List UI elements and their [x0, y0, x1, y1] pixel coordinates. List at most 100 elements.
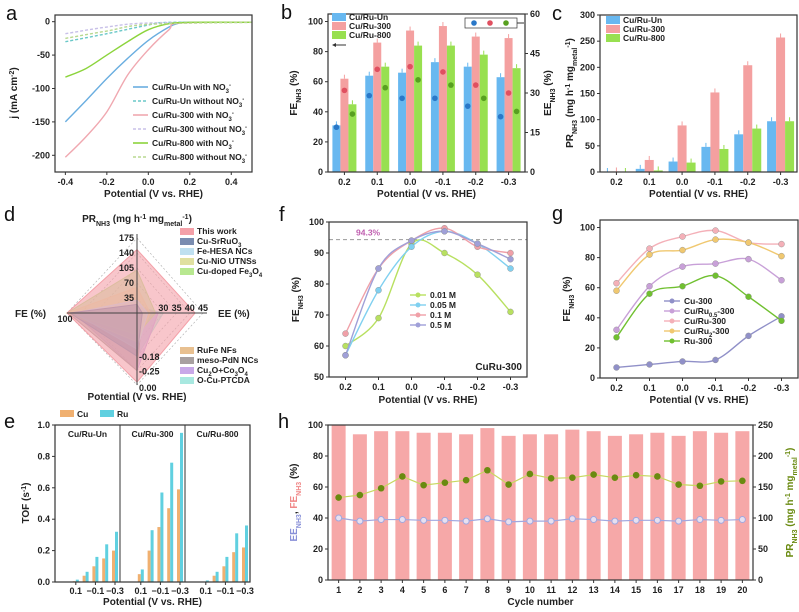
- data-point-Cu/Ru_{2}-300: [679, 246, 686, 254]
- bar-Cu/Ru-800: [752, 128, 762, 172]
- radar-tick-pr: 70: [124, 278, 134, 288]
- data-point-EE: [505, 518, 513, 526]
- panel-g-xtick-label: 0.2: [610, 383, 623, 393]
- panel-a-ylabel: j (mA cm-2): [9, 67, 21, 119]
- panel-a-ytick-label: -200: [32, 150, 50, 160]
- panel-g-ytick-label: 100: [580, 223, 595, 233]
- panel-h-xtick-label: 9: [506, 585, 511, 595]
- data-point-Cu/Ru_{0.5}-300: [613, 326, 620, 334]
- panel-f-xlabel: Potential (V vs. RHE): [379, 395, 478, 406]
- bar-Cu: [157, 527, 161, 582]
- data-point-Cu/Ru_{0.5}-300: [679, 263, 686, 270]
- legend-label: This work: [197, 226, 237, 236]
- panel-f-frame: [328, 221, 528, 378]
- panel-h-right-ytick-label: 100: [758, 513, 773, 523]
- data-point-PR: [505, 481, 512, 488]
- data-point-EE: [377, 516, 385, 524]
- panel-label-e: e: [4, 411, 15, 433]
- data-point-0.01 M: [441, 249, 448, 257]
- ee-point-Cu/Ru-300: [407, 63, 413, 70]
- panel-f-ytick-label: 90: [314, 248, 324, 258]
- ee-point-Cu/Ru-800: [448, 82, 454, 88]
- legend-label: Cu/Ru-Un with NO3-: [152, 82, 231, 95]
- panel-b-xtick-label: 0.2: [338, 177, 351, 187]
- bar-Cu/Ru-300: [504, 38, 513, 173]
- panel-e-xlabel: Potential (V vs. RHE): [103, 597, 202, 608]
- data-point-PR: [526, 470, 534, 478]
- bar-Cu/Ru-300: [710, 92, 720, 172]
- panel-h-ytick-label: 40: [313, 513, 323, 523]
- panel-c-xtick-label: -0.3: [773, 177, 789, 187]
- bar-Ru: [235, 533, 239, 582]
- panel-h-xtick-label: 2: [357, 585, 362, 595]
- bar-Ru: [215, 571, 219, 582]
- legend-swatch: [180, 377, 194, 384]
- data-point-Cu-300: [679, 358, 686, 365]
- bar-Cu/Ru-Un: [398, 72, 407, 172]
- legend-marker: [669, 298, 675, 304]
- bar-FE: [459, 434, 474, 580]
- bar-FE: [714, 432, 729, 580]
- legend-swatch: [606, 25, 620, 33]
- panel-h-ytick-label: 100: [308, 420, 323, 430]
- data-point-0.5 M: [507, 256, 514, 263]
- data-point-PR: [441, 479, 449, 486]
- panel-a-xtick-label: 0.4: [225, 177, 238, 187]
- ee-point-Cu/Ru-300: [341, 87, 348, 94]
- panel-f-ytick-label: 100: [309, 217, 324, 227]
- panel-b-ytick-label: 0: [318, 167, 323, 177]
- panel-c-ytick-label: 200: [580, 62, 595, 72]
- legend-label: Cu/Ru-300: [684, 316, 726, 326]
- panel-f-xtick-label: -0.1: [437, 382, 453, 392]
- bar-Cu: [147, 550, 151, 582]
- panel-b-ytick-label: 20: [313, 137, 323, 147]
- panel-h-xtick-label: 4: [400, 585, 405, 595]
- bar-Cu/Ru-Un: [332, 125, 341, 172]
- panel-f-ytick-label: 50: [314, 372, 324, 382]
- radar-tick-ee: 40: [185, 303, 195, 313]
- panel-a-xtick-label: 0.2: [184, 177, 197, 187]
- panel-h-right-ytick-label: 200: [758, 451, 773, 461]
- data-point-PR: [462, 476, 470, 484]
- bar-Ru: [115, 531, 118, 582]
- bar-Ru: [245, 525, 248, 582]
- panel-b-right-ytick-label: 60: [530, 9, 540, 19]
- bar-Cu/Ru-Un: [734, 134, 744, 172]
- series-line-0.05 M: [344, 230, 511, 356]
- ee-point-Cu/Ru-Un: [333, 124, 340, 131]
- legend-label: Fe-HESA NCs: [197, 246, 253, 256]
- panel-h-xtick-label: 19: [716, 585, 726, 595]
- data-point-Ru-300: [646, 290, 653, 297]
- series-line-0.01 M: [345, 239, 512, 347]
- panel-label-d: d: [4, 204, 15, 226]
- panel-e-xtick-label: 0.1: [70, 586, 83, 596]
- data-point-Cu/Ru_{0.5}-300: [712, 260, 719, 267]
- panel-h-ytick-label: 60: [313, 482, 323, 492]
- data-point-Cu/Ru_{2}-300: [778, 252, 785, 260]
- panel-g-ylabel: FENH3 (%): [562, 276, 576, 321]
- panel-a-xtick-label: -0.2: [99, 177, 115, 187]
- bar-Ru: [150, 530, 154, 582]
- bar-Cu/Ru-800: [719, 148, 729, 172]
- panel-b-xtick-label: -0.2: [468, 177, 484, 187]
- data-point-Cu/Ru-300: [613, 280, 620, 287]
- ee-legend-dot: [471, 20, 477, 26]
- panel-g-xtick-label: 0.0: [676, 383, 689, 393]
- panel-h-xtick-label: 1: [336, 585, 341, 595]
- data-point-EE: [717, 516, 725, 524]
- legend-label: 0.5 M: [430, 320, 451, 330]
- bar-Cu/Ru-300: [644, 159, 654, 172]
- panel-g-ytick-label: 40: [585, 313, 595, 323]
- data-point-PR: [484, 466, 491, 474]
- panel-h-ylabel: EENH3, FENH3 (%): [289, 463, 303, 541]
- bar-FE: [395, 431, 410, 580]
- data-point-Cu/Ru_{2}-300: [646, 251, 653, 258]
- bar-Ru: [180, 432, 183, 582]
- legend-label: RuFe NFs: [197, 345, 237, 355]
- bar-Cu/Ru-800: [653, 170, 663, 172]
- ee-point-Cu/Ru-300: [505, 90, 512, 96]
- legend-label: Cu/Ru0.5-300: [684, 306, 735, 319]
- panel-b-right-ytick-label: 0: [530, 167, 535, 177]
- data-point-PR: [717, 478, 725, 485]
- panel-e-ytick-label: 0.2: [37, 546, 50, 556]
